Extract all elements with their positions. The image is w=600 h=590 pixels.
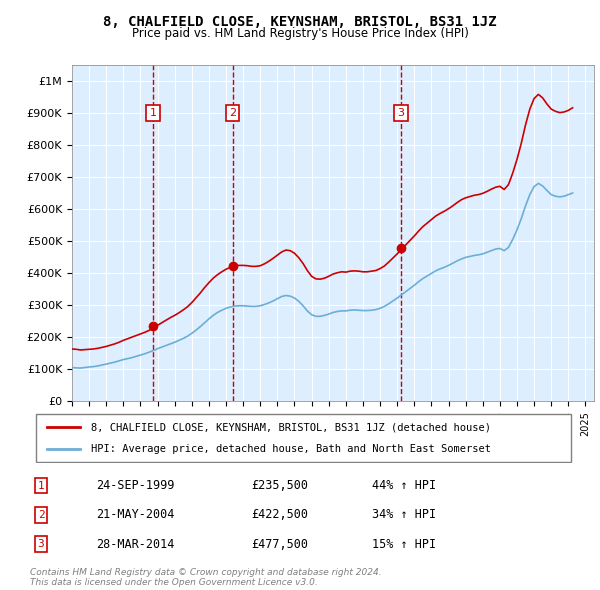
Text: 1: 1 — [149, 108, 157, 118]
Text: 15% ↑ HPI: 15% ↑ HPI — [372, 537, 436, 550]
Text: HPI: Average price, detached house, Bath and North East Somerset: HPI: Average price, detached house, Bath… — [91, 444, 491, 454]
Text: 21-MAY-2004: 21-MAY-2004 — [96, 508, 175, 522]
Text: 1: 1 — [38, 480, 44, 490]
Text: £477,500: £477,500 — [251, 537, 308, 550]
FancyBboxPatch shape — [35, 414, 571, 462]
Text: 8, CHALFIELD CLOSE, KEYNSHAM, BRISTOL, BS31 1JZ (detached house): 8, CHALFIELD CLOSE, KEYNSHAM, BRISTOL, B… — [91, 422, 491, 432]
Text: 24-SEP-1999: 24-SEP-1999 — [96, 479, 175, 492]
Text: £422,500: £422,500 — [251, 508, 308, 522]
Text: 2: 2 — [229, 108, 236, 118]
Text: £235,500: £235,500 — [251, 479, 308, 492]
Text: 8, CHALFIELD CLOSE, KEYNSHAM, BRISTOL, BS31 1JZ: 8, CHALFIELD CLOSE, KEYNSHAM, BRISTOL, B… — [103, 15, 497, 29]
Text: 3: 3 — [398, 108, 404, 118]
Text: 28-MAR-2014: 28-MAR-2014 — [96, 537, 175, 550]
Text: 44% ↑ HPI: 44% ↑ HPI — [372, 479, 436, 492]
Text: This data is licensed under the Open Government Licence v3.0.: This data is licensed under the Open Gov… — [30, 578, 318, 587]
Text: Price paid vs. HM Land Registry's House Price Index (HPI): Price paid vs. HM Land Registry's House … — [131, 27, 469, 40]
Text: 2: 2 — [38, 510, 44, 520]
Text: 3: 3 — [38, 539, 44, 549]
Text: 34% ↑ HPI: 34% ↑ HPI — [372, 508, 436, 522]
Text: Contains HM Land Registry data © Crown copyright and database right 2024.: Contains HM Land Registry data © Crown c… — [30, 568, 382, 576]
